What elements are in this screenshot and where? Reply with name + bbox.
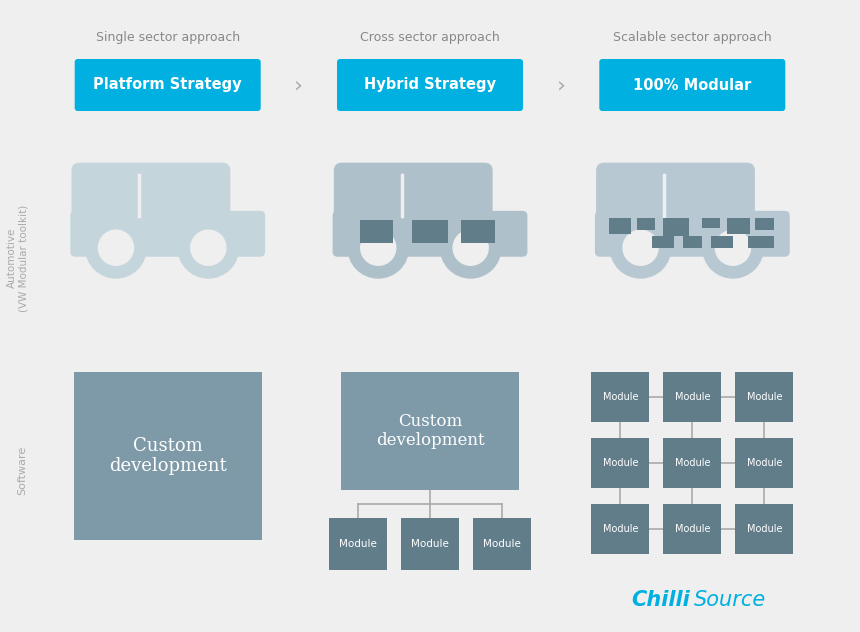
Text: Module: Module	[746, 524, 782, 534]
FancyBboxPatch shape	[596, 162, 755, 228]
Circle shape	[611, 217, 671, 278]
Text: Module: Module	[603, 392, 638, 402]
Bar	[728, 217, 750, 234]
Circle shape	[716, 230, 751, 265]
Bar	[663, 372, 722, 422]
Text: Scalable sector approach: Scalable sector approach	[613, 32, 771, 44]
Circle shape	[623, 230, 658, 265]
Circle shape	[178, 217, 238, 278]
Text: Module: Module	[603, 524, 638, 534]
Circle shape	[86, 217, 146, 278]
FancyBboxPatch shape	[75, 59, 261, 111]
Text: Custom
development: Custom development	[109, 437, 226, 475]
Text: Automotive
(VW Modular toolkit): Automotive (VW Modular toolkit)	[7, 204, 28, 312]
Text: Software: Software	[17, 446, 27, 495]
Text: 100% Modular: 100% Modular	[633, 78, 752, 92]
Bar	[592, 504, 649, 554]
Bar	[747, 236, 774, 248]
Text: Module: Module	[674, 392, 710, 402]
Bar	[74, 372, 261, 540]
Bar	[359, 220, 393, 243]
Text: Module: Module	[411, 539, 449, 549]
Bar	[341, 372, 519, 490]
Text: Module: Module	[483, 539, 521, 549]
Circle shape	[360, 230, 396, 265]
Bar	[637, 217, 655, 230]
Text: ›: ›	[294, 75, 304, 95]
Text: Single sector approach: Single sector approach	[95, 32, 240, 44]
Bar	[609, 217, 631, 234]
Bar	[663, 438, 722, 488]
Circle shape	[440, 217, 501, 278]
Bar	[652, 236, 674, 248]
Bar	[735, 504, 793, 554]
Text: Module: Module	[746, 458, 782, 468]
Bar	[683, 236, 702, 248]
Text: Module: Module	[339, 539, 377, 549]
FancyBboxPatch shape	[71, 211, 265, 257]
FancyBboxPatch shape	[334, 162, 493, 228]
Text: Module: Module	[674, 458, 710, 468]
Bar	[710, 236, 733, 248]
FancyBboxPatch shape	[337, 59, 523, 111]
Bar	[401, 518, 459, 570]
Circle shape	[453, 230, 488, 265]
FancyBboxPatch shape	[71, 162, 230, 228]
Text: Cross sector approach: Cross sector approach	[360, 32, 500, 44]
Circle shape	[98, 230, 133, 265]
Text: Hybrid Strategy: Hybrid Strategy	[364, 78, 496, 92]
Bar	[473, 518, 531, 570]
Bar	[663, 217, 689, 236]
Bar	[663, 504, 722, 554]
Text: ›: ›	[556, 75, 566, 95]
Text: Source: Source	[694, 590, 766, 610]
Circle shape	[703, 217, 763, 278]
Bar	[735, 438, 793, 488]
Text: Module: Module	[603, 458, 638, 468]
Bar	[755, 217, 774, 230]
FancyBboxPatch shape	[595, 211, 789, 257]
FancyBboxPatch shape	[333, 211, 527, 257]
Bar	[329, 518, 387, 570]
Text: Platform Strategy: Platform Strategy	[94, 78, 242, 92]
Text: Module: Module	[746, 392, 782, 402]
Bar	[702, 217, 720, 228]
Circle shape	[348, 217, 408, 278]
Text: Chilli: Chilli	[631, 590, 691, 610]
FancyBboxPatch shape	[599, 59, 785, 111]
Bar	[592, 438, 649, 488]
Text: Custom
development: Custom development	[376, 413, 484, 449]
Bar	[412, 220, 448, 243]
Bar	[735, 372, 793, 422]
Circle shape	[191, 230, 226, 265]
Bar	[462, 220, 494, 243]
Bar	[592, 372, 649, 422]
Text: Module: Module	[674, 524, 710, 534]
